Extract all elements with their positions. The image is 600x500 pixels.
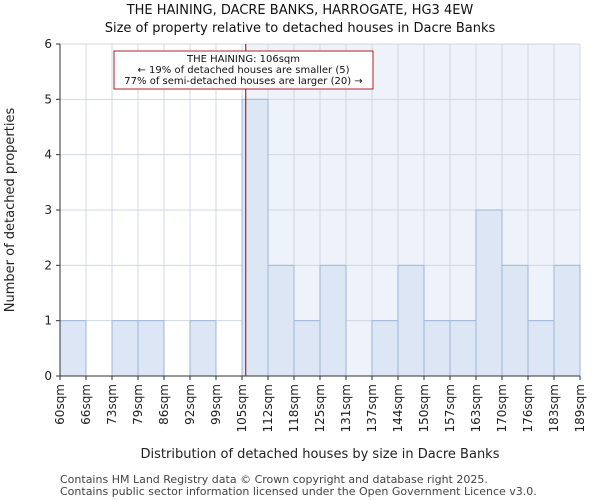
bar xyxy=(397,264,425,377)
annotation-smaller: ← 19% of detached houses are smaller (5) xyxy=(138,65,350,76)
x-tick-label: 73sqm xyxy=(105,384,119,425)
y-tick-label: 6 xyxy=(44,37,52,51)
y-tick-label: 2 xyxy=(44,258,52,272)
x-tick-label: 99sqm xyxy=(209,384,223,425)
bar xyxy=(293,320,321,377)
x-tick-label: 189sqm xyxy=(573,384,587,432)
bar xyxy=(241,98,269,377)
x-tick-label: 60sqm xyxy=(53,384,67,425)
bar xyxy=(475,209,503,377)
annotation-box xyxy=(113,50,374,90)
x-tick-label: 66sqm xyxy=(79,384,93,425)
chart-title: THE HAINING, DACRE BANKS, HARROGATE, HG3… xyxy=(126,3,474,18)
chart-subtitle: Size of property relative to detached ho… xyxy=(105,21,496,36)
y-tick-label: 4 xyxy=(44,148,52,162)
x-tick-label: 176sqm xyxy=(521,384,535,432)
bar xyxy=(189,320,217,377)
y-tick-label: 1 xyxy=(44,314,52,328)
bar xyxy=(267,264,295,377)
x-tick-label: 150sqm xyxy=(417,384,431,432)
bar xyxy=(319,264,347,377)
footer-line-1: Contains HM Land Registry data © Crown c… xyxy=(60,473,488,486)
x-axis-label: Distribution of detached houses by size … xyxy=(141,447,500,462)
plot-area: 0 1 2 3 4 5 6 60sqm 66sqm 73sqm 79sqm 86sqm 92sqm 99s… xyxy=(44,37,587,432)
y-tick-label: 0 xyxy=(44,369,52,383)
x-tick-label: 170sqm xyxy=(495,384,509,432)
x-tick-label: 183sqm xyxy=(547,384,561,432)
x-tick-label: 86sqm xyxy=(157,384,171,425)
x-tick-label: 79sqm xyxy=(131,384,145,425)
x-tick-label: 163sqm xyxy=(469,384,483,432)
bar xyxy=(553,264,581,377)
x-tick-label: 105sqm xyxy=(235,384,249,432)
bar xyxy=(59,320,87,377)
bar xyxy=(449,320,477,377)
bar xyxy=(527,320,555,377)
bar xyxy=(423,320,451,377)
annotation-larger: 77% of semi-detached houses are larger (… xyxy=(124,76,362,87)
annotation-title: THE HAINING: 106sqm xyxy=(186,54,300,65)
bar xyxy=(501,264,529,377)
x-tick-label: 125sqm xyxy=(313,384,327,432)
footer-line-2: Contains public sector information licen… xyxy=(60,485,537,498)
x-tick-label: 137sqm xyxy=(365,384,379,432)
x-tick-label: 118sqm xyxy=(287,384,301,432)
y-axis-label: Number of detached properties xyxy=(3,108,18,313)
x-tick-label: 144sqm xyxy=(391,384,405,432)
y-tick-label: 3 xyxy=(44,203,52,217)
x-tick-label: 92sqm xyxy=(183,384,197,425)
x-tick-label: 131sqm xyxy=(339,384,353,432)
bar xyxy=(137,320,165,377)
bar xyxy=(111,320,139,377)
bar xyxy=(371,320,399,377)
x-tick-label: 112sqm xyxy=(261,384,275,432)
x-tick-label: 157sqm xyxy=(443,384,457,432)
y-tick-label: 5 xyxy=(44,92,52,106)
